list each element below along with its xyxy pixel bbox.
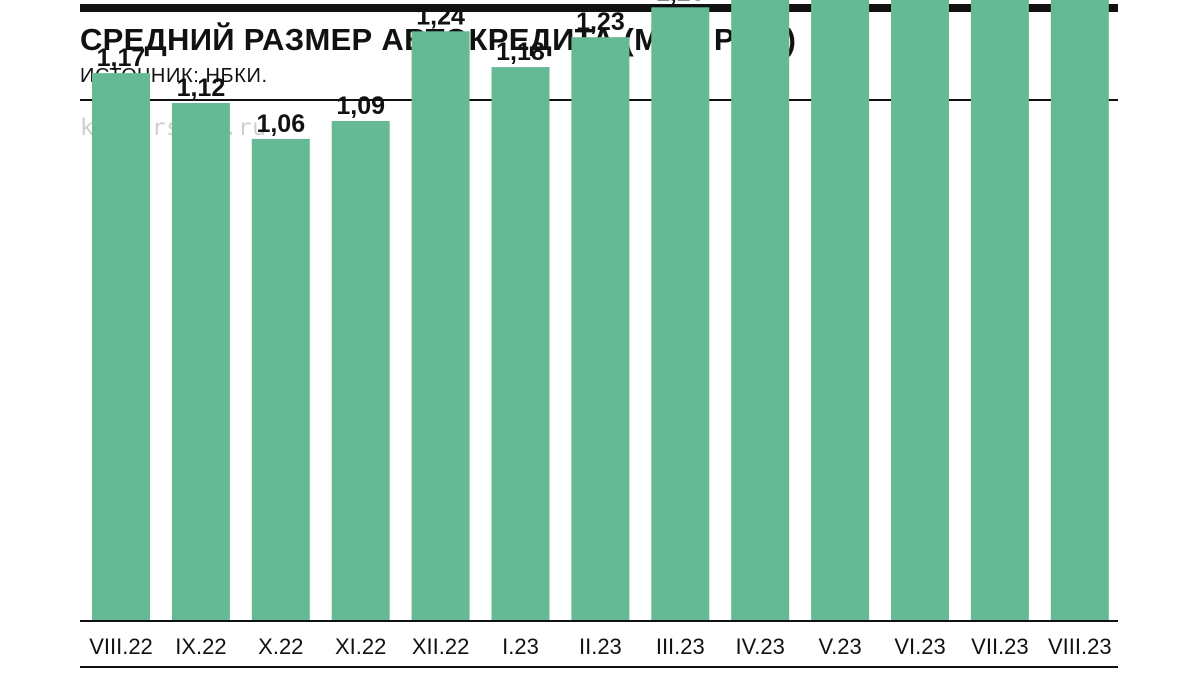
value-labels-layer: 1,171,121,061,091,241,181,231,281,321,36… bbox=[97, 0, 705, 138]
x-tick-label: VI.23 bbox=[894, 634, 945, 659]
x-tick-label: III.23 bbox=[656, 634, 705, 659]
top-rule bbox=[80, 4, 1118, 12]
bar-value-label: 1,12 bbox=[177, 74, 226, 102]
bar-X.22 bbox=[251, 138, 310, 620]
bar-VII.23 bbox=[970, 0, 1029, 620]
bar-VIII.22 bbox=[92, 73, 150, 621]
bar-value-label: 1,24 bbox=[416, 2, 465, 30]
bar-VI.23 bbox=[891, 0, 949, 620]
bar-IV.23 bbox=[731, 0, 790, 620]
bar-XII.22 bbox=[411, 31, 470, 621]
x-tick-label: IX.22 bbox=[175, 634, 226, 659]
bar-II.23 bbox=[571, 37, 630, 620]
x-tick-label: IV.23 bbox=[736, 634, 785, 659]
bar-I.23 bbox=[491, 67, 550, 621]
bar-value-label: 1,06 bbox=[256, 110, 305, 138]
x-tick-label: I.23 bbox=[502, 634, 539, 659]
bar-value-label: 1,18 bbox=[496, 38, 545, 66]
x-tick-label: VIII.22 bbox=[89, 634, 153, 659]
x-tick-label: II.23 bbox=[579, 634, 622, 659]
bar-value-label: 1,17 bbox=[97, 44, 146, 72]
bar-V.23 bbox=[811, 0, 870, 620]
x-tick-label: X.22 bbox=[258, 634, 303, 659]
x-tick-label: V.23 bbox=[818, 634, 861, 659]
bar-value-label: 1,28 bbox=[656, 0, 705, 6]
x-tick-label: VIII.23 bbox=[1048, 634, 1112, 659]
tick-labels-layer: VIII.22 IX.22 X.22 XI.22 XII.22 I.23 II.23 III.… bbox=[89, 634, 1111, 659]
bar-value-label: 1,23 bbox=[576, 8, 625, 36]
x-tick-label: XII.22 bbox=[412, 634, 469, 659]
bar-III.23 bbox=[651, 7, 710, 621]
bar-VIII.23 bbox=[1050, 0, 1109, 621]
bars-layer bbox=[92, 0, 1109, 621]
bar-value-label: 1,09 bbox=[336, 92, 385, 120]
x-tick-label: XI.22 bbox=[335, 634, 386, 659]
bar-IX.22 bbox=[171, 103, 230, 620]
bar-XI.22 bbox=[331, 121, 390, 620]
x-tick-label: VII.23 bbox=[971, 634, 1028, 659]
